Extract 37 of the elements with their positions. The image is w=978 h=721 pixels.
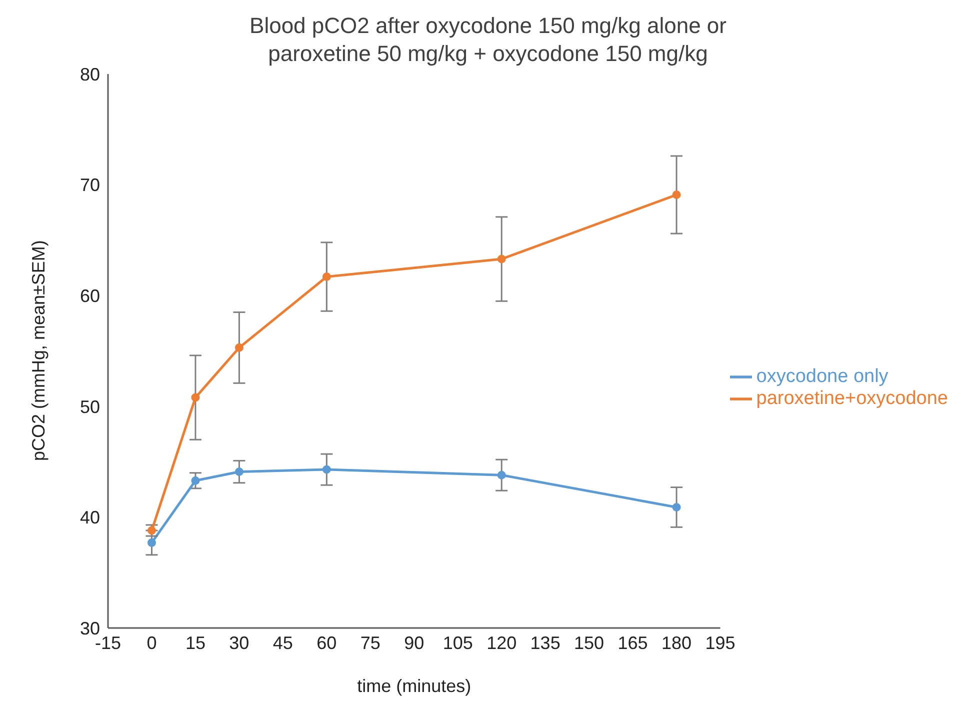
x-tick-label: 15 (185, 632, 206, 653)
y-axis-title: pCO2 (mmHg, mean±SEM) (28, 240, 48, 461)
point (147, 526, 156, 535)
point (672, 190, 681, 200)
point (191, 476, 200, 485)
y-tick-label: 60 (80, 286, 100, 306)
point (234, 468, 244, 476)
y-tick-label: 70 (80, 175, 100, 196)
legend-label: oxycodone only (756, 366, 888, 387)
x-tick-label: 90 (404, 632, 424, 653)
y-tick-label: 30 (80, 618, 100, 638)
x-tick-label: 105 (442, 632, 473, 653)
x-axis-title: time (minutes) (357, 676, 472, 696)
point (497, 254, 506, 264)
point (147, 538, 156, 547)
point (322, 465, 331, 474)
x-tick-label: 45 (272, 632, 293, 653)
point (497, 470, 506, 480)
x-tick-label: 195 (705, 632, 736, 653)
x-tick-label: 30 (229, 632, 250, 653)
point (322, 272, 331, 282)
point (672, 502, 681, 512)
x-tick-label: 165 (618, 632, 648, 653)
x-tick-label: 135 (530, 632, 560, 653)
x-tick-label: 75 (360, 632, 380, 653)
point (191, 393, 200, 402)
x-tick-label: 180 (662, 632, 692, 653)
x-tick-label: 60 (316, 632, 337, 653)
point (234, 343, 244, 352)
x-tick-label: 0 (146, 632, 157, 653)
legend-label: paroxetine+oxycodone (756, 388, 948, 410)
y-tick-label: 50 (80, 396, 100, 417)
x-tick-label: 150 (574, 632, 604, 653)
y-tick-label: 80 (80, 64, 100, 84)
y-tick-label: 40 (80, 508, 100, 528)
chart-title: Blood pCO2 after oxycodone 150 mg/kg alone or paroxetine 50 mg/kg + oxycodone 150 mg/kg (248, 12, 728, 66)
x-tick-label: 120 (486, 632, 517, 653)
